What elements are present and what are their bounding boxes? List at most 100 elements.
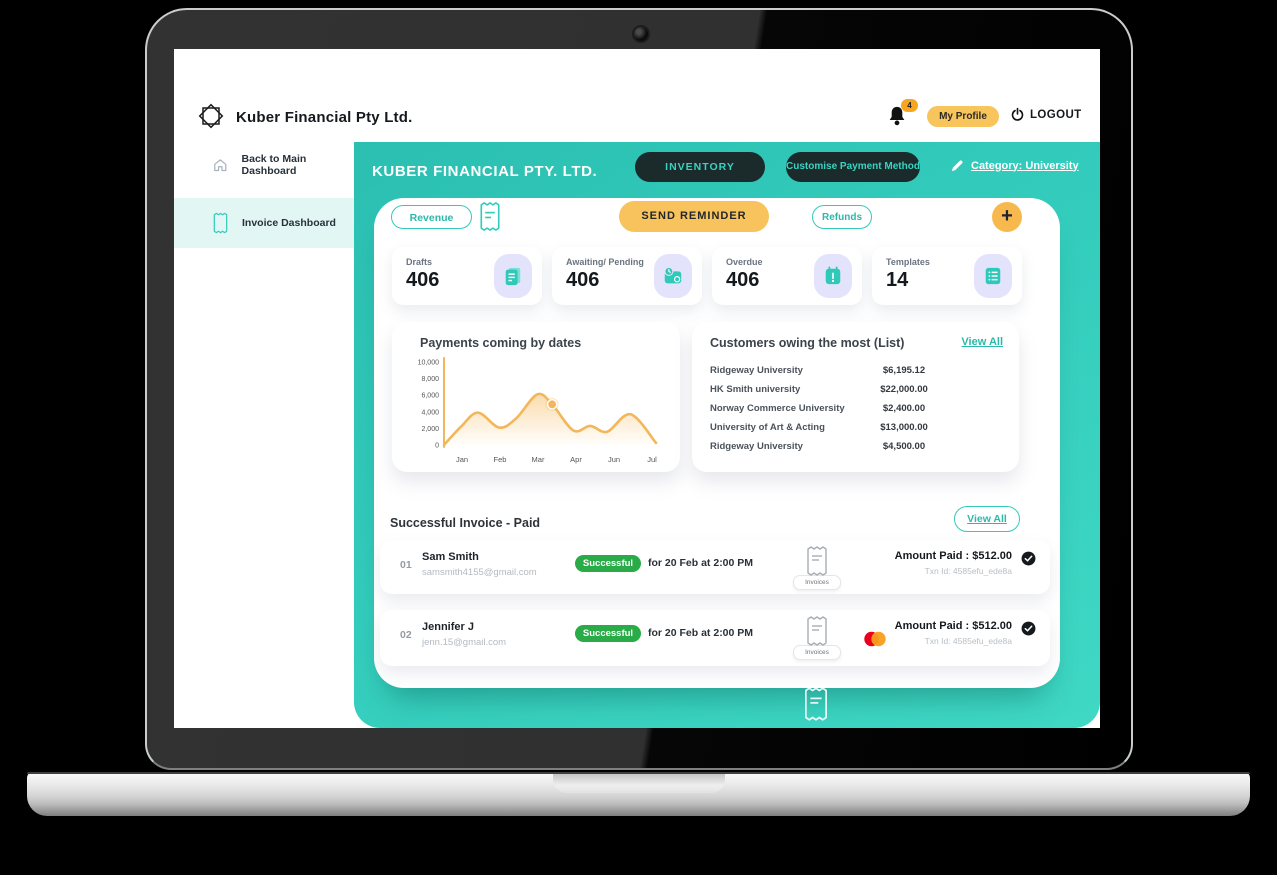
stat-card-drafts: Drafts 406 (392, 247, 542, 305)
stat-card-awaiting-pending: Awaiting/ Pending 406 (552, 247, 702, 305)
logout-button[interactable]: LOGOUT (1010, 107, 1082, 122)
payment-summary: Amount Paid : $512.00 Txn Id: 4585efu_ed… (895, 550, 1036, 576)
template-list-icon (974, 254, 1012, 298)
receipt-icon (807, 616, 827, 646)
stat-label: Awaiting/ Pending (566, 257, 644, 267)
check-circle-icon (1021, 551, 1036, 566)
sidebar-item-invoice-dashboard[interactable]: Invoice Dashboard (174, 198, 354, 248)
payer-email: samsmith4155@gmail.com (422, 567, 537, 578)
payments-area-chart: 10,000 8,000 6,000 4,000 2,000 0 Jan Feb Mar Apr J… (418, 357, 658, 464)
payment-datetime: for 20 Feb at 2:00 PM (648, 557, 754, 569)
sidebar-item-back-to-main-dashboard[interactable]: Back to Main Dashboard (174, 142, 354, 188)
stat-value: 406 (566, 269, 600, 291)
amount-owed: $6,195.12 (882, 365, 926, 376)
invoices-view-all-button[interactable]: View All (954, 506, 1020, 532)
customer-name: HK Smith university (710, 384, 801, 395)
check-circle-icon (1021, 621, 1036, 636)
bell-icon (889, 106, 905, 126)
inventory-button[interactable]: INVENTORY (635, 152, 765, 182)
mastercard-icon (862, 631, 888, 647)
wallet-clock-icon (654, 254, 692, 298)
customise-payment-method-button[interactable]: Customise Payment Method (786, 152, 920, 182)
stat-value: 406 (406, 269, 440, 291)
invoice-row[interactable]: 02 Jennifer J jenn.15@gmail.com Successf… (380, 610, 1050, 666)
svg-text:Mar: Mar (532, 455, 545, 464)
customer-name: Norway Commerce University (710, 403, 845, 414)
svg-text:Jun: Jun (608, 455, 620, 464)
revenue-button[interactable]: Revenue (391, 205, 472, 229)
invoice-attachment[interactable]: Invoices (788, 545, 846, 590)
payer-email: jenn.15@gmail.com (422, 637, 507, 648)
svg-text:2,000: 2,000 (421, 426, 439, 433)
brand-logo-icon (196, 101, 226, 131)
row-index: 01 (400, 559, 412, 571)
calendar-alert-icon (814, 254, 852, 298)
svg-text:8,000: 8,000 (421, 376, 439, 383)
notifications-bell-button[interactable]: 4 (886, 99, 918, 132)
payer-name: Jennifer J (422, 621, 474, 633)
owing-row: HK Smith university $22,000.00 (710, 384, 949, 403)
payment-datetime: for 20 Feb at 2:00 PM (648, 627, 754, 639)
refunds-button[interactable]: Refunds (812, 205, 872, 229)
sidebar-item-label: Back to Main Dashboard (241, 153, 307, 177)
amount-owed: $2,400.00 (882, 403, 926, 414)
dashboard-panel: Revenue SEND REMINDER Refunds + Drafts 4… (374, 198, 1060, 688)
stat-label: Drafts (406, 257, 433, 267)
home-icon (214, 159, 227, 172)
attachment-label: Invoices (793, 575, 841, 590)
owing-title: Customers owing the most (List) (710, 336, 905, 350)
owing-row: Norway Commerce University $2,400.00 (710, 403, 949, 422)
successful-invoices-heading: Successful Invoice - Paid (390, 516, 541, 530)
svg-text:4,000: 4,000 (421, 409, 439, 416)
my-profile-button[interactable]: My Profile (927, 106, 999, 127)
pencil-icon (951, 160, 963, 172)
stat-label: Overdue (726, 257, 763, 267)
category-link[interactable]: Category: University (950, 158, 1079, 173)
footer-receipt-icon (802, 686, 830, 722)
transaction-id: Txn Id: 4585efu_ede8a (924, 636, 1012, 646)
brand-name: Kuber Financial Pty Ltd. (236, 109, 413, 126)
owing-view-all-link[interactable]: View All (961, 336, 1003, 348)
owing-row: University of Art & Acting $13,000.00 (710, 422, 949, 441)
customer-name: Ridgeway University (710, 441, 803, 452)
svg-text:Jan: Jan (456, 455, 468, 464)
invoice-row[interactable]: 01 Sam Smith samsmith4155@gmail.com Succ… (380, 540, 1050, 594)
svg-text:0: 0 (435, 443, 439, 450)
add-button[interactable]: + (992, 202, 1022, 232)
svg-text:6,000: 6,000 (421, 393, 439, 400)
send-reminder-button[interactable]: SEND REMINDER (619, 201, 769, 232)
status-badge: Successful (575, 625, 641, 642)
logout-label: LOGOUT (1030, 108, 1082, 121)
svg-text:Feb: Feb (494, 455, 507, 464)
laptop-latch-notch (553, 774, 725, 793)
app-window: Kuber Financial Pty Ltd. 4 My Profile LO… (174, 49, 1100, 728)
sidebar: Back to Main Dashboard Invoice Dashboard (174, 142, 354, 728)
amount-paid: Amount Paid : $512.00 (894, 550, 1012, 562)
stat-card-templates: Templates 14 (872, 247, 1022, 305)
invoice-attachment[interactable]: Invoices (788, 615, 846, 660)
power-icon (1011, 107, 1024, 121)
laptop-base (27, 772, 1250, 816)
owing-row: Ridgeway University $4,500.00 (710, 441, 949, 460)
customer-name: Ridgeway University (710, 365, 803, 376)
svg-text:10,000: 10,000 (418, 360, 440, 367)
chart-title: Payments coming by dates (420, 336, 582, 350)
row-index: 02 (400, 629, 412, 641)
webcam-icon (632, 25, 650, 43)
transaction-id: Txn Id: 4585efu_ede8a (924, 566, 1012, 576)
category-label: Category: University (971, 159, 1079, 172)
invoice-receipt-icon (478, 201, 502, 232)
status-badge: Successful (575, 555, 641, 572)
amount-owed: $22,000.00 (880, 384, 928, 395)
customer-name: University of Art & Acting (710, 422, 825, 433)
owing-row: Ridgeway University $6,195.12 (710, 365, 949, 384)
invoice-icon (213, 212, 228, 234)
page-title: KUBER FINANCIAL PTY. LTD. (372, 163, 598, 180)
stat-card-overdue: Overdue 406 (712, 247, 862, 305)
payments-chart-card: Payments coming by dates 10,000 8,000 6,00… (392, 322, 680, 472)
top-header: Kuber Financial Pty Ltd. 4 My Profile LO… (174, 49, 1100, 142)
svg-text:Apr: Apr (570, 455, 582, 464)
payment-summary: Amount Paid : $512.00 Txn Id: 4585efu_ed… (895, 620, 1036, 646)
receipt-icon (807, 546, 827, 576)
